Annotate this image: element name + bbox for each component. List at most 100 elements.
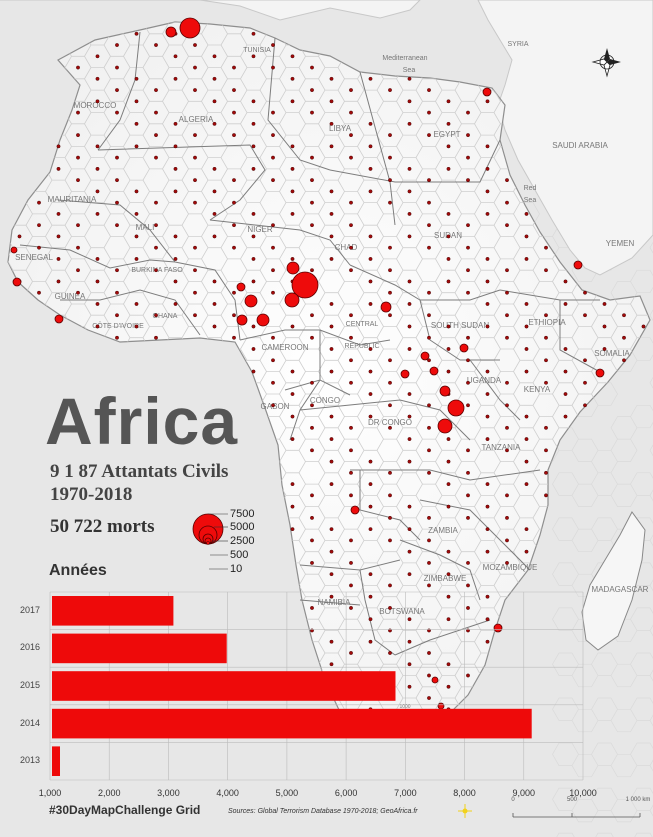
incident-dot <box>563 347 568 351</box>
incident-dot <box>310 178 314 183</box>
incident-dot <box>446 257 451 261</box>
incident-dot <box>310 403 314 408</box>
incident-dot <box>446 482 451 487</box>
incident-dot <box>368 257 373 261</box>
incident-dot <box>290 212 295 216</box>
incident-dot <box>329 594 334 599</box>
incident-dot <box>427 583 431 588</box>
incident-dot <box>232 133 236 137</box>
incident-dot <box>179 17 201 39</box>
incident-dot <box>349 335 353 340</box>
incident-dot <box>544 358 548 363</box>
incident-dot <box>329 257 334 261</box>
incident-dot <box>368 166 373 171</box>
incident-dot <box>427 110 431 115</box>
incident-dot <box>446 504 451 509</box>
incident-dot <box>290 504 295 509</box>
legend-label-7500: 7500 <box>230 508 255 520</box>
incident-dot <box>251 234 256 239</box>
incident-dot <box>193 88 197 92</box>
legend-label-500: 500 <box>230 549 249 561</box>
incident-dot <box>236 282 246 292</box>
incident-dot <box>56 144 61 149</box>
incident-dot <box>466 470 470 475</box>
incident-dot <box>427 561 431 565</box>
incident-dot <box>573 260 583 270</box>
incident-dot <box>368 76 373 81</box>
incident-dot <box>388 470 392 475</box>
incident-dot <box>427 696 431 700</box>
incident-dot <box>329 549 334 554</box>
incident-dot <box>388 358 392 363</box>
incident-dot <box>427 470 431 475</box>
incident-dot <box>115 88 119 92</box>
incident-dot <box>291 271 319 299</box>
incident-dot <box>595 368 605 378</box>
incident-dot <box>466 673 470 678</box>
country-label: CAMEROON <box>261 343 308 352</box>
chart-ytick-label: 2017 <box>20 604 41 615</box>
chart-xtick-label: 9,000 <box>512 788 536 798</box>
incident-dot <box>420 351 430 361</box>
incident-dot <box>368 527 373 532</box>
incident-dot <box>212 54 217 59</box>
incident-dot <box>466 245 470 250</box>
incident-dot <box>563 414 568 419</box>
incident-dot <box>212 279 217 284</box>
incident-dot <box>485 437 490 441</box>
incident-dot <box>290 392 295 396</box>
incident-dot <box>76 178 80 183</box>
incident-dot <box>271 268 275 273</box>
incident-dot <box>407 414 412 419</box>
incident-dot <box>583 380 587 385</box>
incident-dot <box>505 200 509 205</box>
incident-dot <box>368 594 373 599</box>
incident-dot <box>251 212 256 216</box>
country-label: SAUDI ARABIA <box>552 141 608 150</box>
incident-dot <box>407 504 412 509</box>
incident-dot <box>310 493 314 498</box>
incident-dot <box>388 290 392 295</box>
incident-dot <box>95 76 100 81</box>
incident-dot <box>310 313 314 318</box>
chart-ytick-label: 2013 <box>20 755 41 766</box>
incident-dot <box>349 200 353 205</box>
country-label: SOMALIA <box>594 349 630 358</box>
incident-dot <box>115 110 119 115</box>
incident-dot <box>95 189 100 194</box>
incident-dot <box>505 290 509 295</box>
incident-dot <box>446 99 451 104</box>
incident-dot <box>193 178 197 183</box>
incident-dot <box>349 651 353 655</box>
incident-dot <box>388 606 392 610</box>
incident-dot <box>115 65 119 70</box>
incident-dot <box>446 234 451 239</box>
incident-dot <box>251 31 256 36</box>
incident-dot <box>290 99 295 104</box>
incident-dot <box>524 347 529 351</box>
country-borders <box>19 31 601 656</box>
incident-dot <box>407 166 412 171</box>
incident-dot <box>407 99 412 104</box>
incident-dot <box>310 268 314 273</box>
incident-dot <box>622 335 626 340</box>
bar-2015 <box>52 671 396 701</box>
incident-dot <box>602 302 607 306</box>
incident-dot <box>271 245 275 250</box>
incident-dot <box>329 459 334 464</box>
incident-dot <box>134 324 139 329</box>
incident-dot <box>56 212 61 216</box>
incident-dot <box>493 623 503 633</box>
incident-dot <box>505 425 509 430</box>
incident-dot <box>446 549 451 554</box>
incident-dot <box>271 178 275 183</box>
incident-dot <box>193 43 197 47</box>
incident-dot <box>407 347 412 351</box>
incident-dot <box>212 76 217 81</box>
incident-dot <box>368 347 373 351</box>
country-label: NAMIBIA <box>318 598 352 607</box>
incident-dot <box>524 369 529 374</box>
incident-dot <box>310 335 314 340</box>
